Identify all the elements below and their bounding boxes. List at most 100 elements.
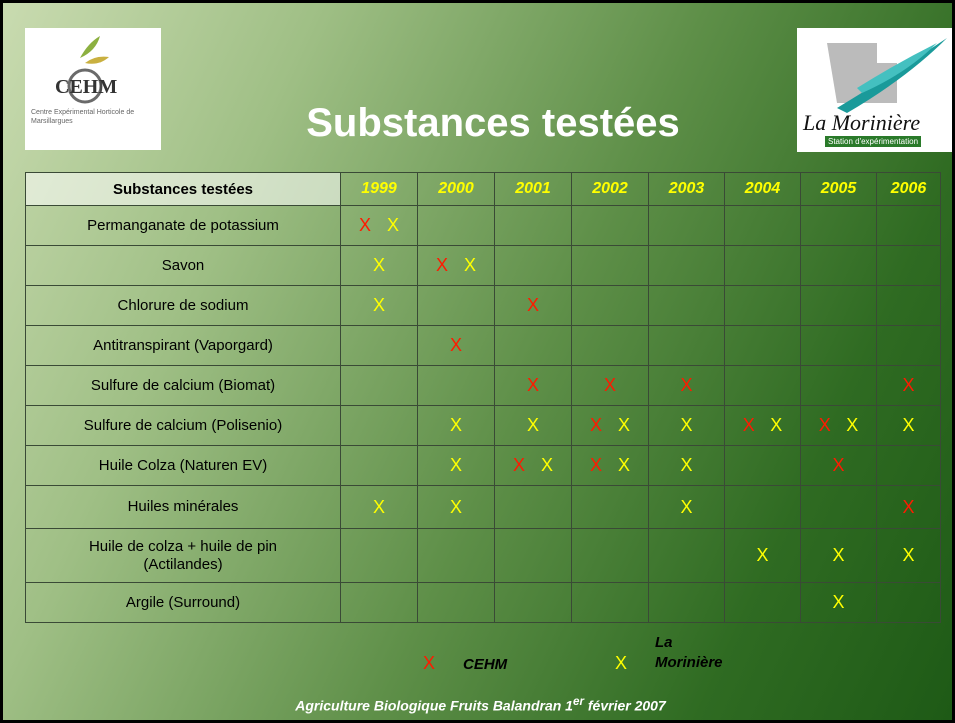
cell-marks: X (877, 415, 940, 436)
header-cell: 2006 (876, 172, 941, 206)
mark-x: X (589, 455, 602, 475)
table-cell: X (648, 405, 725, 446)
cell-marks: X (495, 415, 571, 436)
mark-x: X (680, 455, 693, 475)
footer: Agriculture Biologique Fruits Balandran … (3, 695, 952, 714)
cell-marks: X (341, 497, 417, 518)
table-cell: X (648, 445, 725, 486)
table-cell (724, 245, 801, 286)
table-cell (724, 325, 801, 366)
header-cell: 2002 (571, 172, 649, 206)
table-cell: X (494, 365, 572, 406)
table-cell (648, 325, 725, 366)
footer-text: Agriculture Biologique Fruits Balandran … (295, 697, 573, 714)
table-row: Antitranspirant (Vaporgard) X (25, 325, 941, 366)
row-label: Huiles minérales (25, 485, 341, 529)
table-cell (724, 285, 801, 326)
table-cell (417, 285, 495, 326)
header-cell: 2003 (648, 172, 725, 206)
table-cell (571, 285, 649, 326)
table-cell: X (800, 445, 877, 486)
mark-x: X (358, 215, 371, 235)
table-cell (724, 485, 801, 529)
cehm-logo: CEHM Centre Expérimental Horticole de Ma… (25, 28, 161, 150)
table-cell (724, 582, 801, 623)
table-cell (494, 205, 572, 246)
table-cell (571, 245, 649, 286)
row-label: Sulfure de calcium (Biomat) (25, 365, 341, 406)
mark-x: X (832, 592, 845, 612)
table-cell (800, 205, 877, 246)
cell-marks: X (495, 375, 571, 396)
table-cell (494, 325, 572, 366)
row-label: Sulfure de calcium (Polisenio) (25, 405, 341, 446)
mark-x: X (540, 455, 553, 475)
mark-x: X (756, 545, 769, 565)
table-cell (648, 528, 725, 583)
mark-x: X (617, 455, 630, 475)
mark-x: X (512, 455, 525, 475)
table-cell (340, 528, 418, 583)
mark-x: X (449, 455, 462, 475)
table-cell (724, 365, 801, 406)
mark-x: X (832, 455, 845, 475)
table-cell (876, 285, 941, 326)
mark-x: X (589, 415, 602, 435)
mark-x: X (603, 375, 616, 395)
mark-x: X (902, 496, 915, 517)
row-label: Antitranspirant (Vaporgard) (25, 325, 341, 366)
mark-x: X (372, 295, 385, 315)
mark-x: X (770, 415, 783, 435)
table-cell: X (876, 485, 941, 529)
row-label: Permanganate de potassium (25, 205, 341, 246)
moriniere-name: La Morinière (803, 110, 921, 135)
table-cell: X (417, 405, 495, 446)
substances-table: Substances testées 1999 2000 2001 2002 2003 20… (25, 172, 941, 623)
table-cell: X (648, 365, 725, 406)
table-cell (340, 445, 418, 486)
mark-x: X (386, 215, 399, 235)
table-cell (494, 245, 572, 286)
table-cell: X (340, 285, 418, 326)
table-cell: X (340, 485, 418, 529)
cell-marks: X (649, 497, 724, 518)
row-label: Chlorure de sodium (25, 285, 341, 326)
cell-marks: X (877, 375, 940, 396)
table-row: Huile Colza (Naturen EV) X X X X X X X (25, 445, 941, 486)
moriniere-logo: La Morinière Station d'expérimentation (797, 28, 952, 152)
cell-marks: X (649, 455, 724, 476)
header-row: Substances testées 1999 2000 2001 2002 2003 20… (25, 172, 941, 206)
table-cell: X (800, 582, 877, 623)
table-row: Sulfure de calcium (Biomat) X X X X (25, 365, 941, 406)
mark-x: X (680, 375, 693, 395)
row-label: Huile de colza + huile de pin (Actilande… (25, 528, 341, 583)
header-cell: 2001 (494, 172, 572, 206)
table-cell (340, 325, 418, 366)
slide-title: Substances testées (306, 101, 680, 145)
mark-x: X (449, 415, 462, 435)
table-cell: X (494, 285, 572, 326)
mark-x: X (435, 255, 448, 275)
table-row: Huile de colza + huile de pin (Actilande… (25, 528, 941, 583)
table-cell: X (876, 365, 941, 406)
table-cell: X (340, 245, 418, 286)
table-cell (571, 485, 649, 529)
mark-x: X (617, 415, 630, 435)
moriniere-logo-graphic (827, 38, 947, 113)
mark-x: X (526, 375, 539, 395)
mark-x: X (818, 415, 831, 435)
cehm-caption: Centre Expérimental Horticole de Marsill… (31, 109, 135, 125)
legend-symbol: X (423, 653, 436, 673)
table-cell: X (648, 485, 725, 529)
table-cell (800, 365, 877, 406)
table-cell (340, 582, 418, 623)
